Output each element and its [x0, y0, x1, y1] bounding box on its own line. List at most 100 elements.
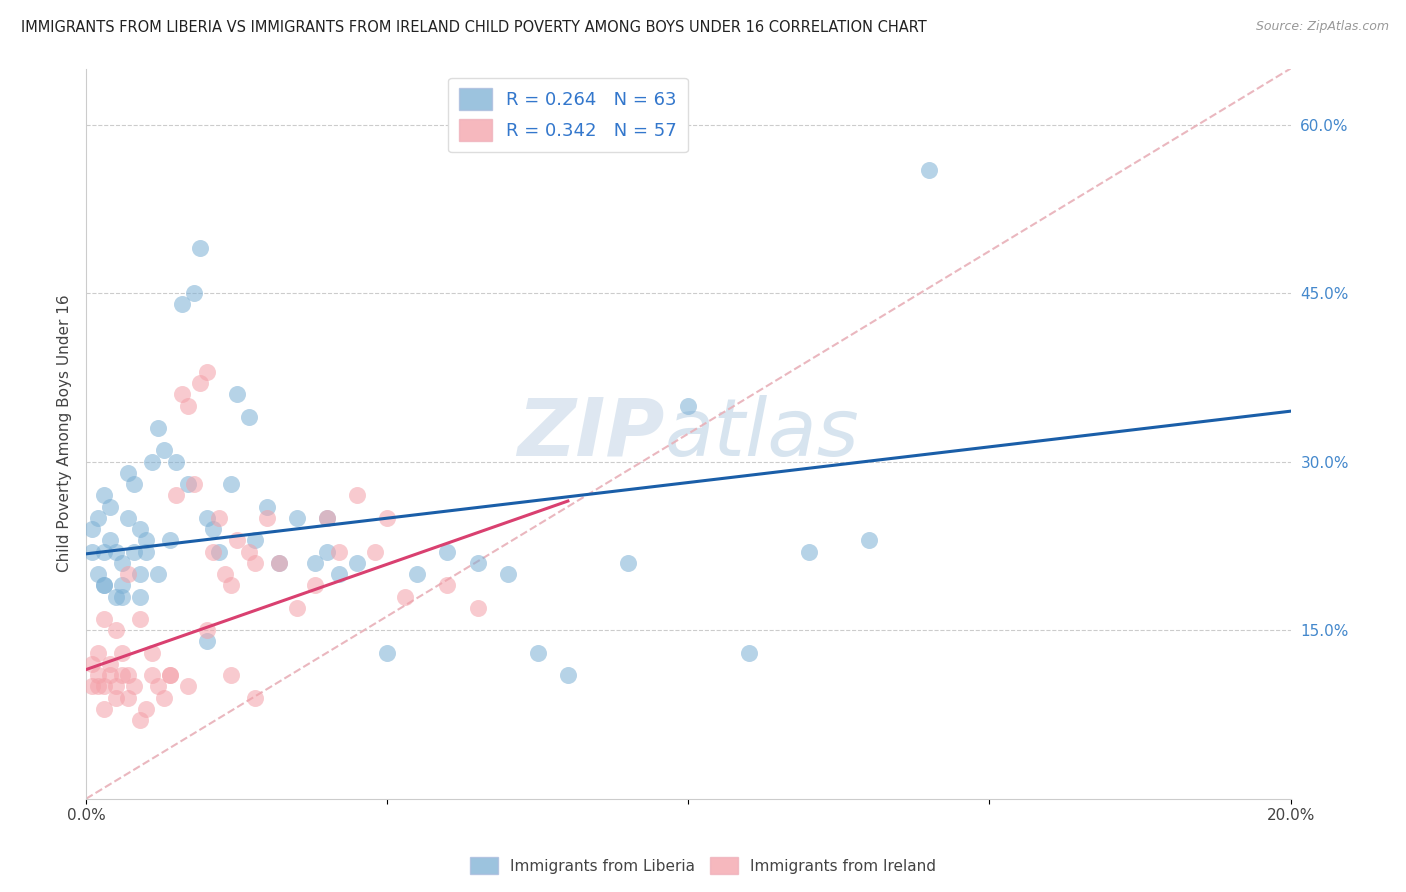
- Point: [111, 578, 134, 592]
- Point: [375, 511, 398, 525]
- Point: [219, 477, 242, 491]
- Point: [201, 544, 224, 558]
- Point: [117, 690, 139, 705]
- Point: [159, 668, 181, 682]
- Point: [617, 556, 640, 570]
- Point: [183, 477, 205, 491]
- Point: [93, 488, 115, 502]
- Point: [238, 409, 260, 424]
- Point: [797, 544, 820, 558]
- Point: [285, 600, 308, 615]
- Point: [98, 500, 121, 514]
- Point: [148, 680, 170, 694]
- Point: [172, 387, 194, 401]
- Point: [219, 578, 242, 592]
- Point: [195, 624, 218, 638]
- Point: [93, 544, 115, 558]
- Point: [346, 488, 368, 502]
- Point: [304, 578, 326, 592]
- Point: [858, 533, 880, 548]
- Point: [93, 612, 115, 626]
- Point: [496, 567, 519, 582]
- Point: [98, 533, 121, 548]
- Point: [141, 455, 163, 469]
- Point: [467, 556, 489, 570]
- Point: [80, 657, 103, 671]
- Point: [117, 466, 139, 480]
- Point: [141, 668, 163, 682]
- Point: [105, 544, 128, 558]
- Point: [207, 544, 229, 558]
- Point: [177, 680, 200, 694]
- Point: [80, 544, 103, 558]
- Point: [105, 624, 128, 638]
- Point: [141, 646, 163, 660]
- Point: [129, 567, 152, 582]
- Point: [375, 646, 398, 660]
- Point: [526, 646, 548, 660]
- Point: [122, 544, 145, 558]
- Point: [267, 556, 290, 570]
- Point: [243, 556, 266, 570]
- Point: [183, 286, 205, 301]
- Point: [678, 399, 700, 413]
- Point: [316, 511, 339, 525]
- Point: [406, 567, 429, 582]
- Point: [195, 634, 218, 648]
- Point: [105, 590, 128, 604]
- Point: [135, 702, 157, 716]
- Point: [98, 668, 121, 682]
- Point: [135, 544, 157, 558]
- Point: [316, 511, 339, 525]
- Point: [225, 533, 247, 548]
- Point: [153, 443, 176, 458]
- Text: Source: ZipAtlas.com: Source: ZipAtlas.com: [1256, 20, 1389, 33]
- Point: [87, 646, 110, 660]
- Point: [328, 567, 350, 582]
- Point: [225, 387, 247, 401]
- Point: [190, 376, 212, 390]
- Point: [93, 702, 115, 716]
- Point: [328, 544, 350, 558]
- Text: atlas: atlas: [664, 394, 859, 473]
- Point: [195, 365, 218, 379]
- Point: [129, 612, 152, 626]
- Point: [304, 556, 326, 570]
- Point: [129, 590, 152, 604]
- Point: [135, 533, 157, 548]
- Point: [129, 522, 152, 536]
- Point: [918, 162, 941, 177]
- Text: ZIP: ZIP: [517, 394, 664, 473]
- Point: [122, 680, 145, 694]
- Point: [190, 241, 212, 255]
- Point: [238, 544, 260, 558]
- Point: [87, 511, 110, 525]
- Point: [105, 690, 128, 705]
- Point: [111, 646, 134, 660]
- Point: [87, 680, 110, 694]
- Point: [93, 578, 115, 592]
- Point: [93, 578, 115, 592]
- Point: [557, 668, 579, 682]
- Point: [346, 556, 368, 570]
- Point: [737, 646, 759, 660]
- Point: [243, 690, 266, 705]
- Point: [172, 297, 194, 311]
- Point: [159, 668, 181, 682]
- Point: [98, 657, 121, 671]
- Point: [256, 500, 278, 514]
- Legend: Immigrants from Liberia, Immigrants from Ireland: Immigrants from Liberia, Immigrants from…: [464, 851, 942, 880]
- Point: [201, 522, 224, 536]
- Point: [165, 455, 187, 469]
- Point: [207, 511, 229, 525]
- Point: [159, 533, 181, 548]
- Point: [285, 511, 308, 525]
- Y-axis label: Child Poverty Among Boys Under 16: Child Poverty Among Boys Under 16: [58, 295, 72, 573]
- Point: [117, 567, 139, 582]
- Point: [117, 511, 139, 525]
- Point: [80, 522, 103, 536]
- Point: [316, 544, 339, 558]
- Point: [364, 544, 387, 558]
- Point: [165, 488, 187, 502]
- Point: [122, 477, 145, 491]
